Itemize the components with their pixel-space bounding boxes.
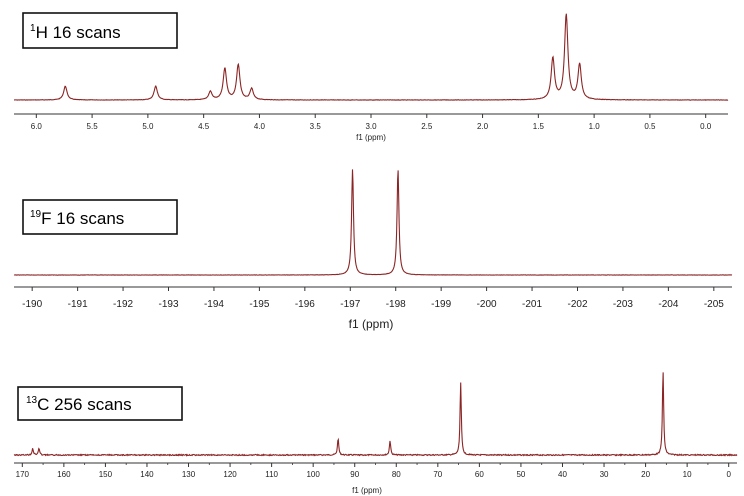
x-ticks-1h: 6.0 5.5 5.0 4.5 4.0 3.5 3.0 2.5 2.0 1.5 1.0 0.5 0.0 [31,114,712,131]
x-tick-label: -201 [522,299,542,310]
panel-13c-scans: 256 scans [49,395,131,414]
x-tick-label: -200 [477,299,497,310]
x-tick-label: -205 [704,299,724,310]
spectrum-line-1h [13,13,729,101]
x-tick-label: 5.0 [142,122,154,131]
x-tick-label: 2.5 [421,122,433,131]
x-tick-label: -195 [249,299,269,310]
x-tick-label: 70 [433,470,442,479]
x-tick-label: 4.0 [254,122,266,131]
x-tick-label: 80 [392,470,401,479]
x-tick-label: -198 [386,299,406,310]
x-tick-label: 1.0 [589,122,601,131]
panel-19f-label: 19F 16 scans [30,209,124,228]
x-ticks-19f: -190 -191 -192 -193 -194 -195 -196 -197 -198 -199… [22,287,724,310]
x-tick-label: 60 [475,470,484,479]
x-axis-label-13c: f1 (ppm) [352,486,382,495]
panel-13c-label: 13C 256 scans [26,395,132,414]
panel-1h-element: H [36,23,48,42]
x-axis-label-19f: f1 (ppm) [349,317,394,331]
panel-13c-element: C [37,395,49,414]
x-tick-label: 90 [350,470,359,479]
x-tick-label: 20 [641,470,650,479]
panel-1h-label: 1H 16 scans [30,23,121,42]
x-tick-label: 3.0 [365,122,377,131]
x-tick-label: 130 [182,470,196,479]
panel-1h: 1H 16 scans 6.0 5.5 5.0 4.5 4.0 3.5 3.0 2.5 2.0 1… [13,12,729,142]
x-tick-label: 170 [16,470,30,479]
x-tick-label: 0.0 [700,122,712,131]
panel-19f-scans: 16 scans [52,209,125,228]
x-tick-label: -192 [113,299,133,310]
panel-1h-nucleus: 1 [30,23,36,34]
x-tick-label: 50 [516,470,525,479]
panel-19f: 19F 16 scans -190 -191 -192 -193 -194 -195 -19… [13,169,733,331]
x-axis-label-1h: f1 (ppm) [356,133,386,142]
x-tick-label: 30 [600,470,609,479]
x-tick-label: 0.5 [644,122,656,131]
x-tick-label: 2.0 [477,122,489,131]
x-tick-label: -196 [295,299,315,310]
panel-13c: 13C 256 scans 170 160 150 140 130 120 110 100 90… [13,372,738,495]
panel-19f-label-box [22,199,178,235]
x-tick-label: 3.5 [310,122,322,131]
x-tick-label: 100 [306,470,320,479]
x-tick-label: 6.0 [31,122,43,131]
panel-19f-nucleus: 19 [30,209,42,220]
spectrum-line-19f [13,169,733,276]
panel-19f-element: F [41,209,51,228]
x-tick-label: -199 [431,299,451,310]
panel-13c-nucleus: 13 [26,395,38,406]
spectrum-line-13c [13,372,738,457]
x-tick-label: 140 [140,470,154,479]
x-tick-label: 160 [57,470,71,479]
x-tick-label: 0 [726,470,731,479]
x-tick-label: -203 [613,299,633,310]
x-ticks-13c: 170 160 150 140 130 120 110 100 90 80 70 60 50 40 30 20… [16,463,731,479]
x-tick-label: 10 [683,470,692,479]
x-tick-label: 4.5 [198,122,210,131]
x-tick-label: 5.5 [87,122,99,131]
x-tick-label: 110 [265,470,278,479]
x-tick-label: -202 [567,299,587,310]
x-tick-label: 150 [99,470,113,479]
x-tick-label: -191 [68,299,88,310]
x-tick-label: -193 [158,299,178,310]
panel-1h-scans: 16 scans [48,23,121,42]
panel-1h-label-box [22,12,178,49]
x-tick-label: 120 [223,470,237,479]
panel-13c-label-box [17,386,183,421]
x-tick-label: -190 [22,299,42,310]
x-tick-label: 1.5 [533,122,545,131]
x-tick-label: -204 [658,299,678,310]
x-tick-label: -194 [204,299,224,310]
x-tick-label: -197 [340,299,360,310]
x-tick-label: 40 [558,470,567,479]
